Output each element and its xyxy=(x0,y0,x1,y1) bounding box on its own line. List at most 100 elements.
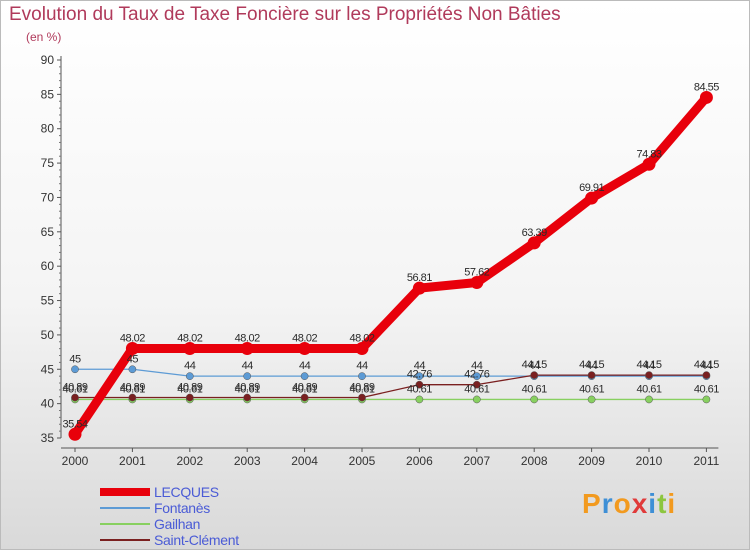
x-tick-label: 2007 xyxy=(463,454,490,468)
y-unit-label: (en %) xyxy=(26,30,62,44)
data-label-lecques: 35.54 xyxy=(62,418,87,430)
data-label-fontanes: 44 xyxy=(471,360,483,372)
data-point-lecques xyxy=(183,342,197,356)
data-label-fontanes: 44 xyxy=(414,360,426,372)
y-tick-label: 55 xyxy=(41,294,55,308)
legend-label-saint-clement: Saint-Clément xyxy=(154,532,239,548)
data-point-gailhan xyxy=(645,395,653,404)
legend-swatch-gailhan xyxy=(100,523,150,525)
y-tick-label: 45 xyxy=(41,362,55,376)
data-point-fontanes xyxy=(185,372,194,380)
data-point-saint-clement xyxy=(645,371,653,379)
data-label-saint-clement: 40.89 xyxy=(120,382,145,394)
y-tick-label: 50 xyxy=(41,328,55,342)
legend-swatch-fontanes xyxy=(100,507,150,509)
y-tick-label: 65 xyxy=(41,225,55,239)
proxiti-logo: Proxiti xyxy=(582,488,676,520)
logo-letter: P xyxy=(582,488,602,519)
logo-letter: i xyxy=(667,488,677,519)
data-label-fontanes: 44 xyxy=(529,360,541,372)
legend-label-gailhan: Gailhan xyxy=(154,516,201,532)
data-label-fontanes: 44 xyxy=(701,360,713,372)
data-point-saint-clement xyxy=(530,371,539,379)
data-point-lecques xyxy=(355,342,369,356)
series-line-fontanes xyxy=(74,368,708,377)
data-label-gailhan: 40.61 xyxy=(522,383,547,395)
data-label-lecques: 74.83 xyxy=(636,148,661,160)
data-label-lecques: 48.02 xyxy=(292,333,317,345)
data-point-lecques xyxy=(68,427,82,441)
data-label-gailhan: 40.61 xyxy=(62,383,87,395)
data-label-saint-clement: 40.89 xyxy=(292,382,317,394)
data-point-saint-clement xyxy=(358,393,366,402)
data-label-saint-clement: 44.15 xyxy=(579,359,604,371)
data-point-saint-clement xyxy=(587,371,596,379)
x-tick-label: 2002 xyxy=(176,454,203,468)
legend-label-lecques: LECQUES xyxy=(154,484,219,500)
x-tick-label: 2001 xyxy=(119,454,146,468)
data-label-gailhan: 40.61 xyxy=(407,383,432,395)
data-label-saint-clement: 44.15 xyxy=(522,359,547,371)
data-label-lecques: 56.81 xyxy=(407,272,432,284)
logo-letter: x xyxy=(631,488,649,519)
logo-letter: i xyxy=(648,488,658,519)
chart-title: Evolution du Taux de Taxe Foncière sur l… xyxy=(9,4,561,25)
data-label-fontanes: 44 xyxy=(184,360,196,372)
legend-label-fontanes: Fontanès xyxy=(154,500,210,516)
logo-letter: o xyxy=(613,488,632,519)
data-label-saint-clement: 44.15 xyxy=(636,359,661,371)
data-point-fontanes xyxy=(472,372,481,380)
series-line-saint-clement xyxy=(74,374,708,399)
data-point-saint-clement xyxy=(185,393,194,402)
x-tick-label: 2006 xyxy=(406,454,433,468)
data-label-saint-clement: 40.89 xyxy=(177,382,202,394)
data-label-saint-clement: 44.15 xyxy=(694,359,719,371)
data-label-lecques: 57.62 xyxy=(464,267,489,279)
data-point-lecques xyxy=(585,191,599,205)
data-label-saint-clement: 42.76 xyxy=(464,369,489,381)
data-label-gailhan: 40.61 xyxy=(349,383,374,395)
data-label-fontanes: 45 xyxy=(69,353,81,365)
data-label-fontanes: 44 xyxy=(356,360,368,372)
data-point-lecques xyxy=(125,342,139,356)
data-point-gailhan xyxy=(530,395,539,404)
data-label-lecques: 63.39 xyxy=(522,227,547,239)
logo-letter: t xyxy=(657,488,668,519)
data-point-lecques xyxy=(412,281,426,295)
x-tick-label: 2010 xyxy=(636,454,663,468)
data-point-saint-clement xyxy=(71,393,79,402)
y-tick-label: 75 xyxy=(41,156,55,170)
y-tick-label: 85 xyxy=(41,87,55,101)
data-label-saint-clement: 40.89 xyxy=(349,382,374,394)
y-tick-label: 70 xyxy=(41,190,55,204)
y-tick-label: 40 xyxy=(41,397,55,411)
data-label-fontanes: 44 xyxy=(586,360,598,372)
data-label-fontanes: 44 xyxy=(643,360,655,372)
data-point-saint-clement xyxy=(128,393,137,402)
x-tick-label: 2008 xyxy=(521,454,548,468)
data-label-gailhan: 40.61 xyxy=(292,383,317,395)
data-label-lecques: 48.02 xyxy=(235,333,260,345)
data-point-fontanes xyxy=(128,365,137,374)
y-tick-label: 35 xyxy=(41,431,55,445)
logo-letter: r xyxy=(601,488,614,519)
data-point-lecques xyxy=(240,342,254,356)
data-point-gailhan xyxy=(702,395,711,404)
data-label-gailhan: 40.61 xyxy=(235,383,260,395)
y-tick-label: 80 xyxy=(41,122,55,136)
data-label-lecques: 48.02 xyxy=(349,333,374,345)
x-tick-label: 2011 xyxy=(693,454,719,468)
data-point-gailhan xyxy=(415,395,424,404)
data-point-lecques xyxy=(527,236,541,250)
data-label-saint-clement: 40.89 xyxy=(62,382,87,394)
y-tick-label: 60 xyxy=(41,259,55,273)
x-tick-label: 2005 xyxy=(349,454,376,468)
data-label-lecques: 48.02 xyxy=(120,333,145,345)
data-label-fontanes: 44 xyxy=(299,360,311,372)
legend-swatch-lecques xyxy=(100,488,150,496)
y-tick-label: 90 xyxy=(41,53,55,67)
data-label-gailhan: 40.61 xyxy=(177,383,202,395)
data-label-fontanes: 44 xyxy=(242,360,254,372)
data-label-saint-clement: 42.76 xyxy=(407,369,432,381)
data-point-saint-clement xyxy=(300,393,309,402)
